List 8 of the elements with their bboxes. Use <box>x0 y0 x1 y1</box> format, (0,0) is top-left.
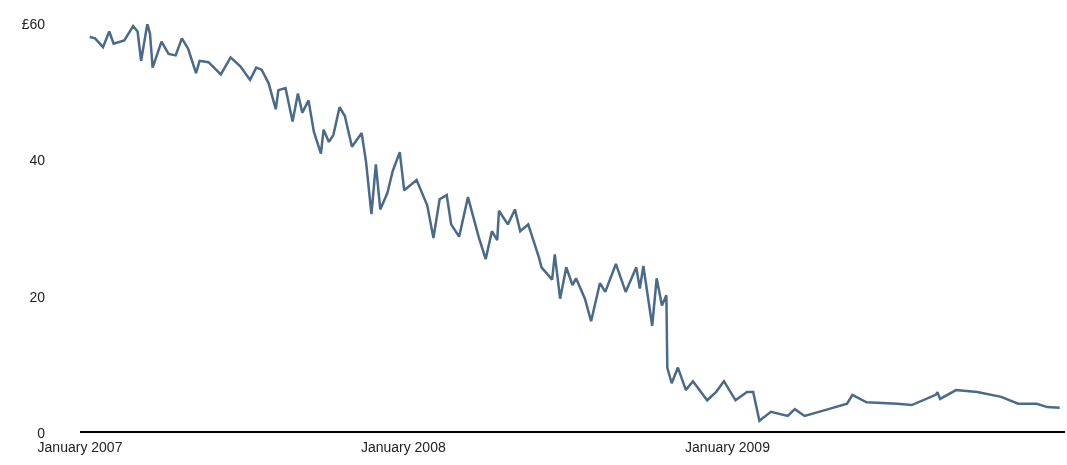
y-tick-label: £60 <box>21 15 46 32</box>
y-tick-label: 20 <box>29 288 46 305</box>
x-tick-label: January 2008 <box>360 439 446 455</box>
x-tick-label: January 2009 <box>685 439 771 455</box>
x-tick-label: January 2007 <box>37 439 123 455</box>
y-tick-label: 0 <box>37 424 46 441</box>
line-series <box>88 24 1061 422</box>
y-tick-label: 40 <box>29 152 46 169</box>
